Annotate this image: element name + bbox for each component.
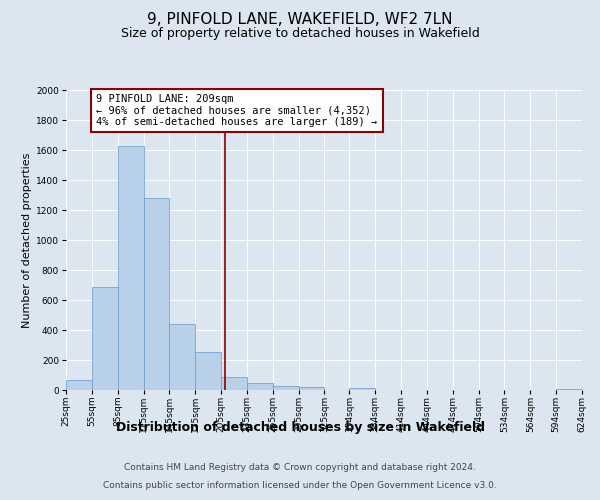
Text: 9, PINFOLD LANE, WAKEFIELD, WF2 7LN: 9, PINFOLD LANE, WAKEFIELD, WF2 7LN bbox=[147, 12, 453, 28]
Bar bbox=[195, 352, 221, 390]
Bar bbox=[118, 146, 143, 390]
Bar bbox=[247, 382, 273, 390]
Bar bbox=[299, 387, 325, 390]
Bar bbox=[349, 388, 375, 390]
Text: 9 PINFOLD LANE: 209sqm
← 96% of detached houses are smaller (4,352)
4% of semi-d: 9 PINFOLD LANE: 209sqm ← 96% of detached… bbox=[96, 94, 377, 127]
Bar bbox=[143, 198, 169, 390]
Y-axis label: Number of detached properties: Number of detached properties bbox=[22, 152, 32, 328]
Text: Distribution of detached houses by size in Wakefield: Distribution of detached houses by size … bbox=[115, 421, 485, 434]
Bar bbox=[273, 386, 299, 390]
Bar bbox=[92, 286, 118, 390]
Bar bbox=[221, 377, 247, 390]
Text: Contains public sector information licensed under the Open Government Licence v3: Contains public sector information licen… bbox=[103, 480, 497, 490]
Bar bbox=[66, 380, 92, 390]
Bar bbox=[169, 324, 195, 390]
Text: Size of property relative to detached houses in Wakefield: Size of property relative to detached ho… bbox=[121, 28, 479, 40]
Bar bbox=[556, 388, 582, 390]
Text: Contains HM Land Registry data © Crown copyright and database right 2024.: Contains HM Land Registry data © Crown c… bbox=[124, 463, 476, 472]
